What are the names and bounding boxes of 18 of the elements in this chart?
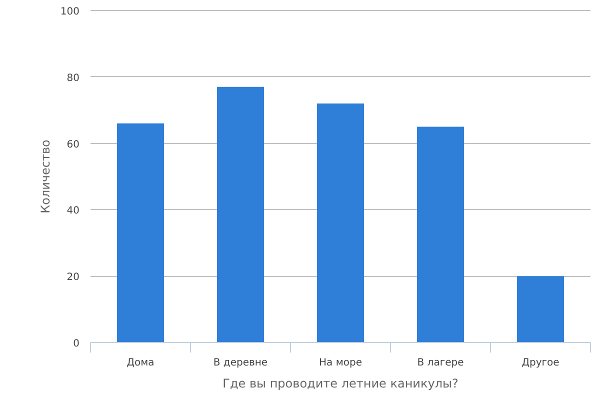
y-tick-label: 100 xyxy=(60,6,80,18)
x-axis-title: Где вы проводите летние каникулы? xyxy=(222,376,458,390)
x-tick-label: На море xyxy=(319,358,362,368)
y-tick-label: 0 xyxy=(73,338,80,350)
y-tick-label: 80 xyxy=(66,72,80,84)
x-tick-label: Дома xyxy=(126,358,154,368)
x-tick-label: Другое xyxy=(522,358,560,368)
x-tick-label: В лагере xyxy=(417,358,464,368)
bar xyxy=(217,86,264,342)
bar xyxy=(517,276,564,342)
y-tick-label: 20 xyxy=(66,272,80,284)
y-axis-title: Количество xyxy=(38,140,52,214)
bar xyxy=(117,123,164,342)
bar xyxy=(317,103,364,342)
y-tick-label: 60 xyxy=(66,139,80,150)
y-tick-label: 40 xyxy=(66,206,80,217)
bar xyxy=(417,126,464,342)
x-tick-label: В деревне xyxy=(213,358,268,368)
